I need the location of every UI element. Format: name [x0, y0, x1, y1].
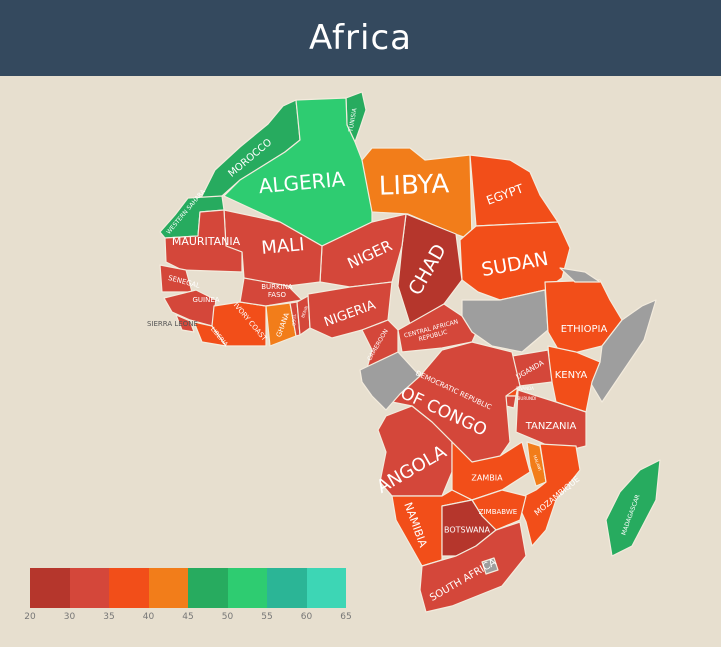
country-mauritania — [164, 209, 243, 273]
label-tunisia: TUNISIA — [347, 107, 358, 134]
label-rwanda: RWANDA — [516, 386, 534, 391]
label-burundi: BURUNDI — [518, 396, 537, 401]
country-sierra-leone — [175, 314, 195, 333]
legend-swatch — [109, 568, 149, 608]
title-bar: Africa — [0, 0, 721, 76]
legend-tick: 35 — [103, 612, 115, 622]
label-ethiopia: ETHIOPIA — [561, 324, 608, 335]
label-libya: LIBYA — [378, 169, 449, 201]
country-south-africa — [419, 521, 527, 613]
legend-tick: 65 — [340, 612, 352, 622]
map-title: Africa — [309, 18, 412, 58]
label-mali: MALI — [261, 234, 306, 259]
legend-swatch — [306, 568, 346, 608]
label-togo: TOGO — [291, 313, 296, 326]
legend-tick: 60 — [300, 612, 313, 622]
label-guinea: GUINEA — [192, 296, 219, 304]
label-burkina-faso: BURKINA FASO — [261, 283, 293, 299]
country-malawi — [526, 441, 547, 487]
label-zimbabwe: ZIMBABWE — [479, 508, 517, 516]
legend-swatch — [148, 568, 188, 608]
legend-tick: 30 — [63, 612, 76, 622]
country-congo — [359, 351, 421, 411]
color-legend — [30, 568, 346, 608]
legend-tick: 55 — [261, 612, 273, 622]
label-kenya: KENYA — [555, 370, 588, 381]
label-botswana: BOTSWANA — [444, 526, 491, 535]
label-benin: BENIN — [300, 305, 309, 318]
country-south-sudan — [461, 289, 549, 353]
legend-tick: 50 — [221, 612, 234, 622]
legend-ticks: 20 30 35 40 45 50 55 60 65 — [24, 612, 351, 624]
country-eritrea — [559, 267, 601, 283]
country-mozambique — [515, 443, 581, 547]
country-burundi — [505, 395, 517, 409]
label-mauritania: MAURITANIA — [172, 235, 241, 248]
legend-tick: 45 — [182, 612, 194, 622]
legend-swatch — [188, 568, 228, 608]
label-tanzania: TANZANIA — [525, 421, 577, 432]
label-sierra-leone: SIERRA LEONE — [147, 320, 198, 328]
legend-swatch — [227, 568, 267, 608]
label-malawi: MALAWI — [532, 454, 542, 471]
country-lesotho — [481, 557, 499, 575]
country-niger — [319, 213, 407, 288]
legend-swatch — [69, 568, 109, 608]
legend-swatch — [267, 568, 307, 608]
country-libya — [361, 147, 473, 241]
label-zambia: ZAMBIA — [471, 474, 503, 483]
legend-swatch — [30, 568, 70, 608]
legend-tick: 20 — [24, 612, 36, 622]
legend-tick: 40 — [142, 612, 155, 622]
country-madagascar — [605, 459, 661, 557]
country-burkina-faso — [239, 277, 303, 307]
